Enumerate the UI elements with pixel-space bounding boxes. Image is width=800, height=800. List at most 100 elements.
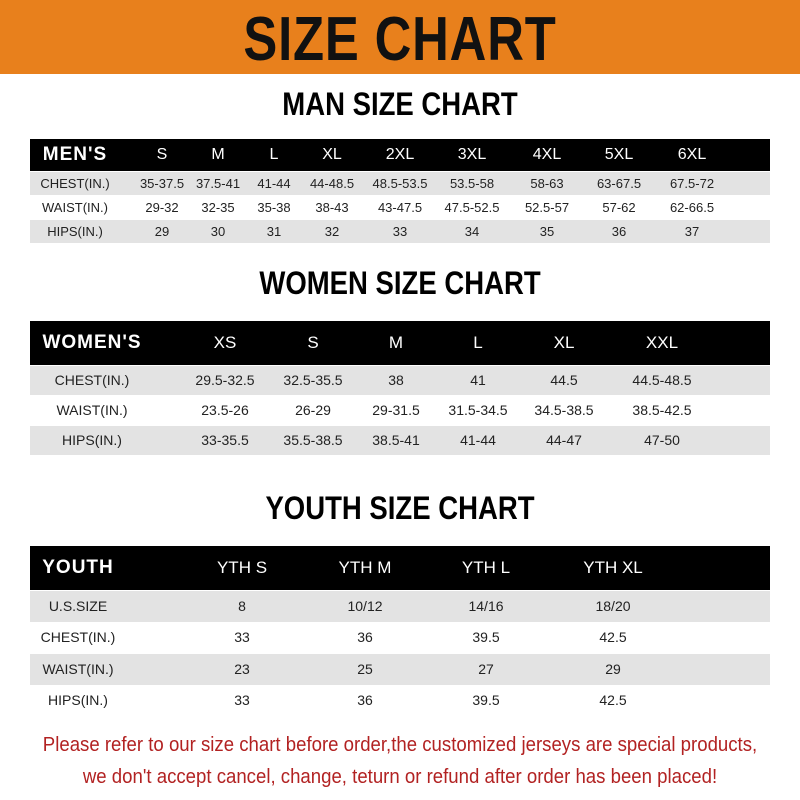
measurement-cell: 37 — [684, 224, 700, 239]
measurement-cell: 42.5 — [599, 692, 627, 708]
measurement-cell: 33 — [392, 224, 408, 239]
size-header: XL — [553, 333, 575, 352]
size-header: L — [473, 333, 483, 352]
size-header: XXL — [645, 333, 679, 352]
table-row: HIPS(IN.) 33 36 39.5 42.5 — [30, 685, 770, 716]
row-label: U.S.SIZE — [48, 598, 108, 614]
measurement-cell: 33 — [234, 692, 250, 708]
measurement-cell: 62-66.5 — [669, 200, 715, 215]
measurement-cell: 29-31.5 — [372, 402, 420, 418]
measurement-cell: 29-32 — [145, 200, 179, 215]
measurement-cell: 47.5-52.5 — [444, 200, 500, 215]
measurement-cell: 44.5-48.5 — [632, 372, 692, 388]
row-label: HIPS(IN.) — [62, 432, 122, 448]
measurement-cell: 31 — [266, 224, 282, 239]
size-header: YTH L — [461, 558, 511, 577]
measurement-cell: 30 — [210, 224, 226, 239]
measurement-cell: 39.5 — [472, 629, 500, 645]
measurement-cell: 35-38 — [257, 200, 291, 215]
size-header: 2XL — [385, 146, 415, 163]
size-header: S — [156, 146, 168, 163]
measurement-cell: 34 — [464, 224, 480, 239]
size-header: 3XL — [457, 146, 487, 163]
measurement-cell: 32 — [324, 224, 340, 239]
measurement-cell: 18/20 — [595, 598, 631, 614]
measurement-cell: 29 — [605, 661, 621, 677]
measurement-cell: 23 — [234, 661, 250, 677]
measurement-cell: 10/12 — [347, 598, 383, 614]
notice-line-2: we don't accept cancel, change, teturn o… — [82, 766, 718, 788]
notice-line-1: Please refer to our size chart before or… — [42, 734, 758, 756]
table-row: WAIST(IN.) 23.5-26 26-29 29-31.5 31.5-34.5 34… — [30, 396, 770, 425]
measurement-cell: 38.5-41 — [372, 432, 420, 448]
size-header: YTH S — [216, 558, 268, 577]
measurement-cell: 41-44 — [460, 432, 496, 448]
measurement-cell: 52.5-57 — [524, 200, 570, 215]
measurement-cell: 8 — [238, 598, 246, 614]
row-label: HIPS(IN.) — [47, 224, 103, 239]
measurement-cell: 25 — [357, 661, 373, 677]
row-label: CHEST(IN.) — [40, 629, 116, 645]
table-row: CHEST(IN.) 33 36 39.5 42.5 — [30, 622, 770, 653]
measurement-cell: 43-47.5 — [377, 200, 423, 215]
measurement-cell: 35.5-38.5 — [283, 432, 343, 448]
measurement-cell: 38.5-42.5 — [632, 402, 692, 418]
row-label: CHEST(IN.) — [54, 372, 130, 388]
table-row: CHEST(IN.) 29.5-32.5 32.5-35.5 38 41 44.5 44.5… — [30, 366, 770, 395]
measurement-cell: 35-37.5 — [139, 176, 185, 191]
measurement-cell: 44.5 — [550, 372, 578, 388]
measurement-cell: 38 — [388, 372, 404, 388]
size-header: L — [269, 146, 279, 163]
size-header: 5XL — [604, 146, 634, 163]
measurement-cell: 44-48.5 — [309, 176, 355, 191]
size-header: XS — [213, 333, 237, 352]
measurement-cell: 36 — [357, 692, 373, 708]
table-row: WAIST(IN.) 23 25 27 29 — [30, 654, 770, 685]
size-header: S — [307, 333, 319, 352]
measurement-cell: 36 — [611, 224, 627, 239]
measurement-cell: 33 — [234, 629, 250, 645]
table-label: WOMEN'S — [42, 332, 142, 353]
measurement-cell: 23.5-26 — [201, 402, 249, 418]
measurement-cell: 33-35.5 — [201, 432, 249, 448]
measurement-cell: 38-43 — [315, 200, 349, 215]
table-row: CHEST(IN.) 35-37.5 37.5-41 41-44 44-48.5 48.5… — [30, 172, 770, 195]
table-row: HIPS(IN.) 33-35.5 35.5-38.5 38.5-41 41-44 44-… — [30, 426, 770, 455]
table-row: WAIST(IN.) 29-32 32-35 35-38 38-43 43-47.5 47.… — [30, 196, 770, 219]
size-header: XL — [322, 146, 342, 163]
measurement-cell: 63-67.5 — [596, 176, 642, 191]
measurement-cell: 29.5-32.5 — [195, 372, 255, 388]
measurement-cell: 47-50 — [644, 432, 680, 448]
men-title: MAN SIZE CHART — [282, 86, 518, 122]
measurement-cell: 27 — [478, 661, 494, 677]
measurement-cell: 36 — [357, 629, 373, 645]
measurement-cell: 41-44 — [257, 176, 291, 191]
banner-title: SIZE CHART — [243, 5, 557, 74]
measurement-cell: 48.5-53.5 — [372, 176, 428, 191]
youth-title: YOUTH SIZE CHART — [265, 490, 535, 526]
banner: SIZE CHART — [0, 0, 800, 74]
measurement-cell: 32.5-35.5 — [283, 372, 343, 388]
size-header: 4XL — [532, 146, 562, 163]
measurement-cell: 35 — [539, 224, 555, 239]
measurement-cell: 32-35 — [201, 200, 235, 215]
measurement-cell: 37.5-41 — [195, 176, 241, 191]
row-label: HIPS(IN.) — [48, 692, 108, 708]
row-label: WAIST(IN.) — [56, 402, 128, 418]
size-header: 6XL — [677, 146, 707, 163]
measurement-cell: 53.5-58 — [449, 176, 495, 191]
row-label: WAIST(IN.) — [42, 661, 114, 677]
size-header: M — [211, 146, 225, 163]
women-header-row: WOMEN'S XS S M L XL XXL — [30, 321, 770, 365]
measurement-cell: 42.5 — [599, 629, 627, 645]
women-title: WOMEN SIZE CHART — [259, 265, 541, 301]
row-label: WAIST(IN.) — [42, 200, 108, 215]
measurement-cell: 44-47 — [546, 432, 582, 448]
men-header-row: MEN'S S M L XL 2XL 3XL 4XL 5XL 6XL — [30, 139, 770, 171]
size-header: YTH M — [338, 558, 392, 577]
table-row: HIPS(IN.) 29 30 31 32 33 34 35 36 37 — [30, 220, 770, 243]
table-row: U.S.SIZE 8 10/12 14/16 18/20 — [30, 591, 770, 622]
measurement-cell: 39.5 — [472, 692, 500, 708]
measurement-cell: 34.5-38.5 — [534, 402, 594, 418]
measurement-cell: 41 — [470, 372, 486, 388]
